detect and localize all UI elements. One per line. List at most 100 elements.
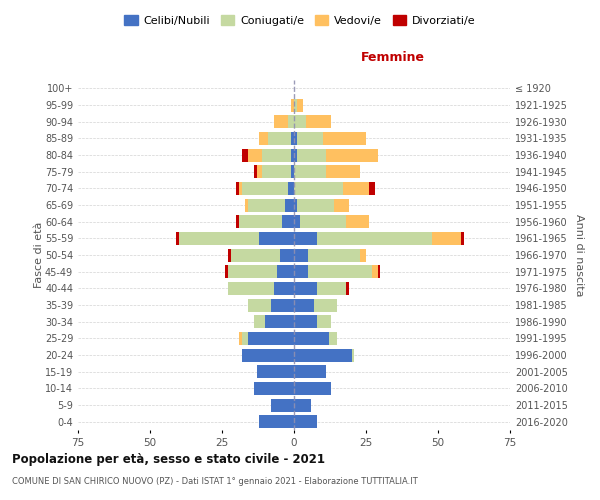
- Bar: [259, 132, 268, 145]
- Bar: [294, 232, 317, 245]
- Bar: [254, 165, 257, 178]
- Bar: [271, 398, 294, 411]
- Bar: [294, 198, 297, 211]
- Text: Fasce di età: Fasce di età: [34, 222, 44, 288]
- Bar: [294, 315, 317, 328]
- Bar: [372, 265, 377, 278]
- Bar: [248, 148, 262, 162]
- Bar: [291, 98, 294, 112]
- Bar: [291, 165, 294, 178]
- Text: COMUNE DI SAN CHIRICO NUOVO (PZ) - Dati ISTAT 1° gennaio 2021 - Elaborazione TUT: COMUNE DI SAN CHIRICO NUOVO (PZ) - Dati …: [12, 478, 418, 486]
- Bar: [245, 198, 248, 211]
- Bar: [297, 148, 326, 162]
- Bar: [294, 265, 308, 278]
- Bar: [326, 148, 377, 162]
- Bar: [291, 132, 294, 145]
- Bar: [294, 215, 300, 228]
- Bar: [294, 348, 352, 362]
- Bar: [288, 115, 294, 128]
- Bar: [343, 182, 369, 195]
- Bar: [277, 265, 294, 278]
- Bar: [274, 115, 288, 128]
- Bar: [242, 182, 288, 195]
- Bar: [259, 415, 294, 428]
- Bar: [297, 132, 323, 145]
- Bar: [225, 265, 228, 278]
- Bar: [352, 348, 355, 362]
- Bar: [294, 148, 297, 162]
- Bar: [228, 248, 230, 262]
- Bar: [329, 332, 337, 345]
- Bar: [294, 332, 329, 345]
- Bar: [248, 332, 294, 345]
- Bar: [239, 182, 242, 195]
- Bar: [294, 132, 297, 145]
- Bar: [242, 348, 294, 362]
- Bar: [297, 198, 334, 211]
- Bar: [317, 232, 432, 245]
- Bar: [317, 315, 331, 328]
- Bar: [294, 98, 297, 112]
- Legend: Celibi/Nubili, Coniugati/e, Vedovi/e, Divorziati/e: Celibi/Nubili, Coniugati/e, Vedovi/e, Di…: [120, 10, 480, 30]
- Bar: [274, 282, 294, 295]
- Bar: [294, 165, 326, 178]
- Bar: [432, 232, 461, 245]
- Bar: [317, 282, 346, 295]
- Bar: [257, 365, 294, 378]
- Bar: [262, 148, 291, 162]
- Bar: [262, 165, 291, 178]
- Bar: [271, 298, 294, 312]
- Y-axis label: Anni di nascita: Anni di nascita: [574, 214, 584, 296]
- Bar: [326, 165, 360, 178]
- Bar: [346, 215, 369, 228]
- Bar: [323, 132, 366, 145]
- Bar: [308, 265, 372, 278]
- Bar: [308, 248, 360, 262]
- Bar: [294, 298, 314, 312]
- Bar: [294, 282, 317, 295]
- Bar: [286, 198, 294, 211]
- Bar: [259, 232, 294, 245]
- Bar: [346, 282, 349, 295]
- Bar: [248, 198, 286, 211]
- Bar: [314, 298, 337, 312]
- Bar: [179, 232, 259, 245]
- Bar: [294, 182, 343, 195]
- Bar: [230, 248, 280, 262]
- Bar: [239, 332, 242, 345]
- Bar: [239, 215, 283, 228]
- Bar: [265, 315, 294, 328]
- Bar: [360, 248, 366, 262]
- Bar: [228, 282, 274, 295]
- Bar: [294, 398, 311, 411]
- Bar: [268, 132, 291, 145]
- Bar: [288, 182, 294, 195]
- Bar: [377, 265, 380, 278]
- Bar: [305, 115, 331, 128]
- Bar: [257, 165, 262, 178]
- Bar: [283, 215, 294, 228]
- Bar: [280, 248, 294, 262]
- Bar: [176, 232, 179, 245]
- Bar: [242, 332, 248, 345]
- Bar: [300, 215, 346, 228]
- Text: Femmine: Femmine: [361, 51, 425, 64]
- Text: Popolazione per età, sesso e stato civile - 2021: Popolazione per età, sesso e stato civil…: [12, 452, 325, 466]
- Bar: [236, 182, 239, 195]
- Bar: [248, 298, 271, 312]
- Bar: [291, 148, 294, 162]
- Bar: [294, 415, 317, 428]
- Bar: [334, 198, 349, 211]
- Bar: [254, 382, 294, 395]
- Bar: [254, 315, 265, 328]
- Bar: [228, 265, 277, 278]
- Bar: [294, 365, 326, 378]
- Bar: [297, 98, 302, 112]
- Bar: [242, 148, 248, 162]
- Bar: [461, 232, 464, 245]
- Bar: [236, 215, 239, 228]
- Bar: [294, 248, 308, 262]
- Bar: [294, 115, 305, 128]
- Bar: [294, 382, 331, 395]
- Bar: [369, 182, 374, 195]
